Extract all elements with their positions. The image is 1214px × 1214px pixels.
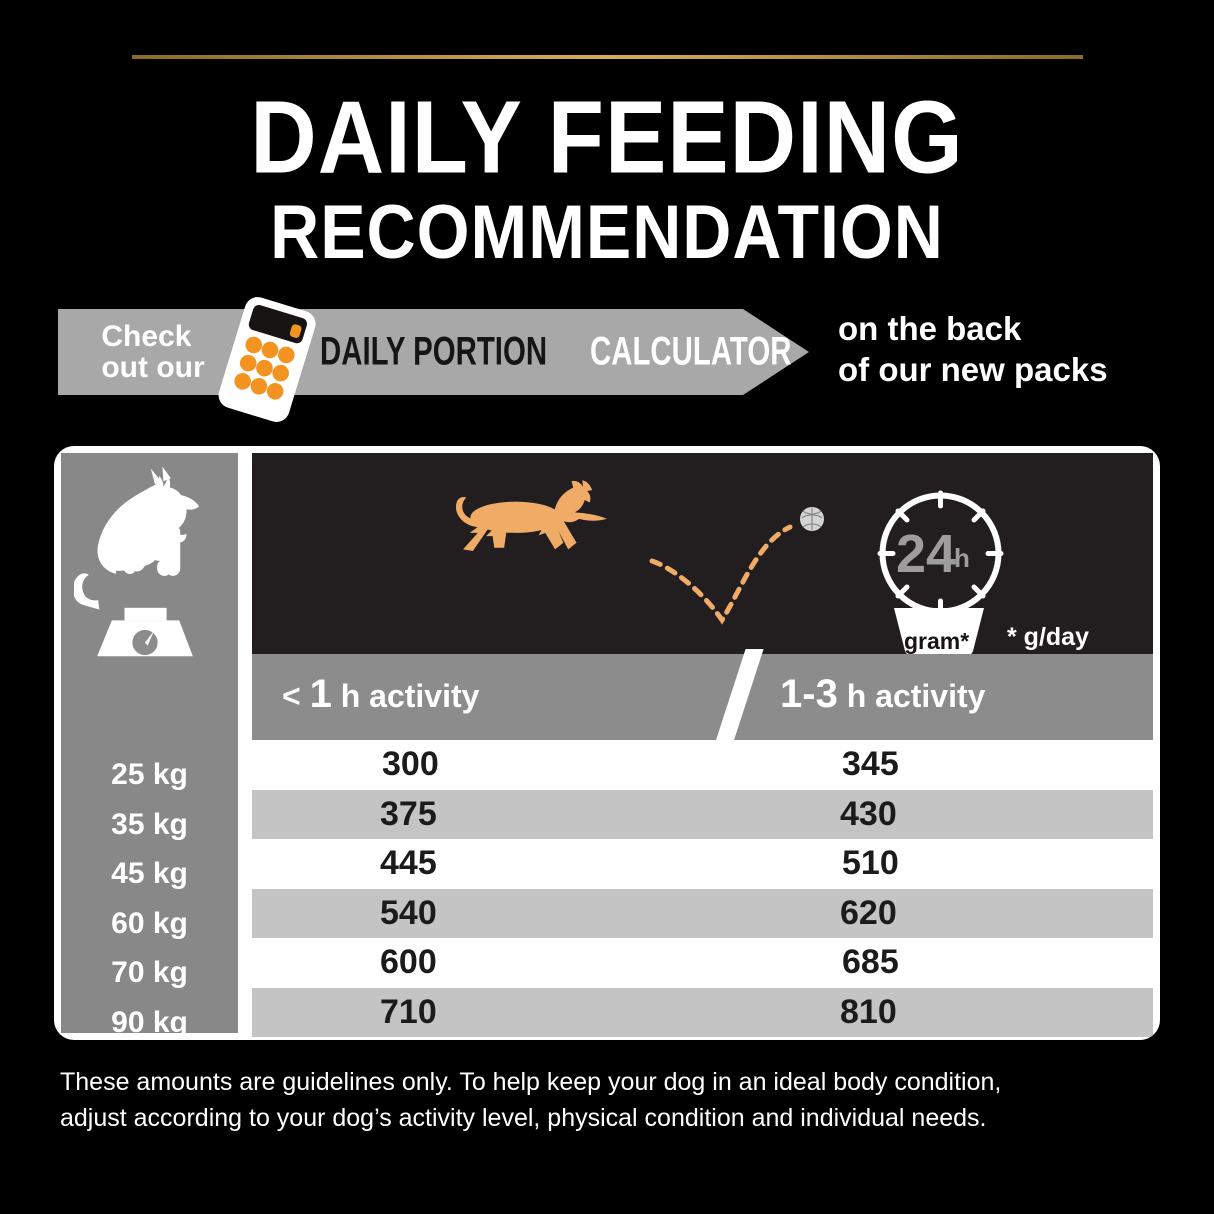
svg-text:24: 24 (896, 524, 956, 584)
svg-text:h: h (954, 543, 970, 573)
